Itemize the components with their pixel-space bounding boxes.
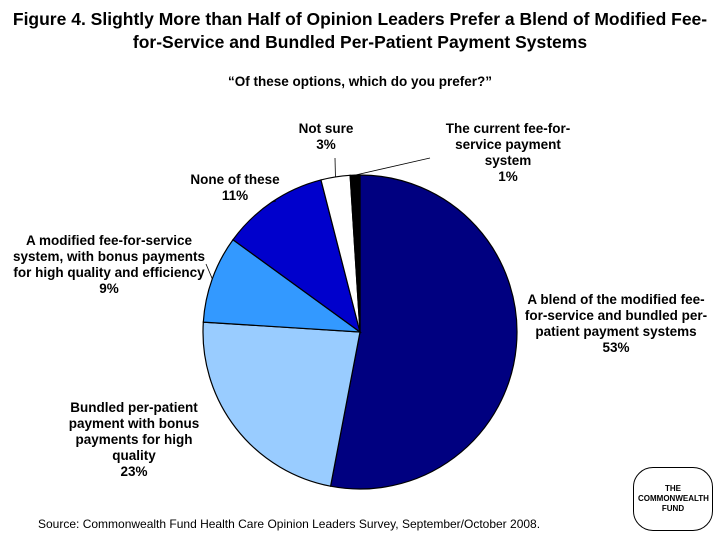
slice-label-bundled-text: Bundled per-patient payment with bonus p… xyxy=(68,400,200,463)
slice-label-notsure-value: 3% xyxy=(316,137,336,152)
slice-label-blend-text: A blend of the modified fee-for-service … xyxy=(524,292,708,339)
slice-label-blend: A blend of the modified fee-for-service … xyxy=(518,292,714,356)
slice-label-none-value: 11% xyxy=(221,188,249,203)
leader-line-current xyxy=(354,157,431,176)
pie-slice-modified xyxy=(202,238,363,333)
slice-label-notsure-text: Not sure xyxy=(298,121,354,136)
slice-label-none: None of these 11% xyxy=(170,172,300,204)
slice-label-modified: A modified fee-for-service system, with … xyxy=(12,233,206,297)
leader-line-modified xyxy=(205,263,213,279)
slice-label-bundled-value: 23% xyxy=(120,464,148,479)
chart-title: Figure 4. Slightly More than Half of Opi… xyxy=(12,9,708,52)
logo-text: THE COMMONWEALTH FUND xyxy=(638,484,709,513)
slice-label-none-text: None of these xyxy=(190,172,280,187)
leader-line-none xyxy=(271,200,277,203)
slice-label-modified-value: 9% xyxy=(99,281,119,296)
pie-slice-bundled xyxy=(202,321,361,487)
pie-slice-current xyxy=(349,174,361,333)
chart-subtitle: “Of these options, which do you prefer?” xyxy=(227,74,492,89)
pie-slice-blend xyxy=(329,174,518,490)
slice-label-current-value: 1% xyxy=(498,169,518,184)
source-note: Source: Commonwealth Fund Health Care Op… xyxy=(38,517,541,531)
commonwealth-fund-logo: THE COMMONWEALTH FUND xyxy=(633,467,713,531)
slice-label-notsure: Not sure 3% xyxy=(281,121,371,153)
slice-label-current: The current fee-for-service payment syst… xyxy=(440,121,576,185)
slice-label-blend-value: 53% xyxy=(602,340,630,355)
slice-label-bundled: Bundled per-patient payment with bonus p… xyxy=(56,400,212,480)
slice-label-modified-text: A modified fee-for-service system, with … xyxy=(12,233,206,280)
slice-label-current-text: The current fee-for-service payment syst… xyxy=(445,121,571,168)
